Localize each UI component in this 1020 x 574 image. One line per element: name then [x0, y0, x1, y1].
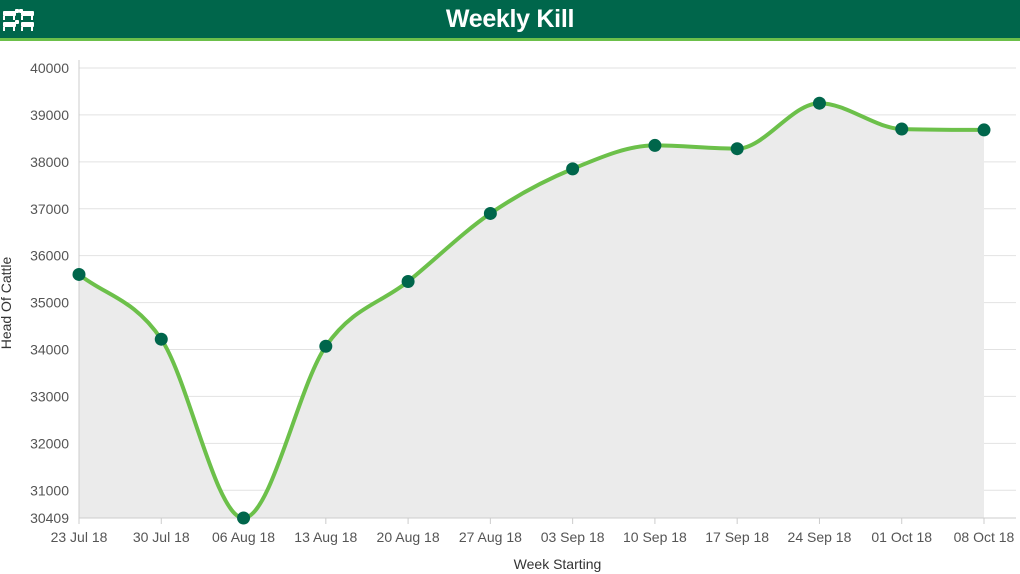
page-title: Weekly Kill — [445, 5, 575, 33]
y-tick-label: 36000 — [30, 248, 69, 264]
weekly-kill-chart: 30409 31000 32000 33000 34000 35000 36000 37000… — [0, 60, 1016, 572]
data-point[interactable] — [319, 339, 333, 353]
data-point[interactable] — [895, 122, 909, 136]
x-tick-label: 01 Oct 18 — [871, 529, 932, 545]
y-axis-title: Head Of Cattle — [0, 256, 14, 349]
data-point[interactable] — [237, 511, 251, 525]
cattle-icon — [3, 9, 34, 31]
y-tick-label: 34000 — [30, 342, 69, 358]
app-header: Weekly Kill — [0, 0, 1020, 41]
x-axis-ticks: 23 Jul 18 30 Jul 18 06 Aug 18 13 Aug 18 20 A… — [51, 518, 1015, 545]
y-tick-label: 37000 — [30, 201, 69, 217]
x-tick-label: 13 Aug 18 — [294, 529, 357, 545]
data-point[interactable] — [483, 206, 497, 220]
x-tick-label: 03 Sep 18 — [541, 529, 605, 545]
x-tick-label: 10 Sep 18 — [623, 529, 687, 545]
data-point[interactable] — [812, 96, 826, 110]
x-tick-label: 20 Aug 18 — [377, 529, 440, 545]
x-axis-title: Week Starting — [514, 556, 602, 572]
x-tick-label: 27 Aug 18 — [459, 529, 522, 545]
y-tick-label: 40000 — [30, 60, 69, 76]
x-tick-label: 23 Jul 18 — [51, 529, 108, 545]
x-tick-label: 30 Jul 18 — [133, 529, 190, 545]
x-tick-label: 24 Sep 18 — [788, 529, 852, 545]
x-tick-label: 08 Oct 18 — [954, 529, 1015, 545]
y-tick-label: 31000 — [30, 482, 69, 498]
y-tick-label: 30409 — [30, 510, 69, 526]
series-markers — [72, 96, 991, 525]
data-point[interactable] — [154, 332, 168, 346]
y-tick-label: 32000 — [30, 435, 69, 451]
data-point[interactable] — [730, 142, 744, 156]
data-point[interactable] — [566, 162, 580, 176]
y-tick-label: 39000 — [30, 107, 69, 123]
x-tick-label: 06 Aug 18 — [212, 529, 275, 545]
y-axis-ticks: 30409 31000 32000 33000 34000 35000 36000 37000… — [30, 60, 69, 526]
y-tick-label: 38000 — [30, 154, 69, 170]
y-tick-label: 33000 — [30, 388, 69, 404]
area-fill — [79, 103, 984, 518]
data-point[interactable] — [401, 274, 415, 288]
x-tick-label: 17 Sep 18 — [705, 529, 769, 545]
y-tick-label: 35000 — [30, 295, 69, 311]
data-point[interactable] — [977, 123, 991, 137]
data-point[interactable] — [648, 138, 662, 152]
data-point[interactable] — [72, 267, 86, 281]
